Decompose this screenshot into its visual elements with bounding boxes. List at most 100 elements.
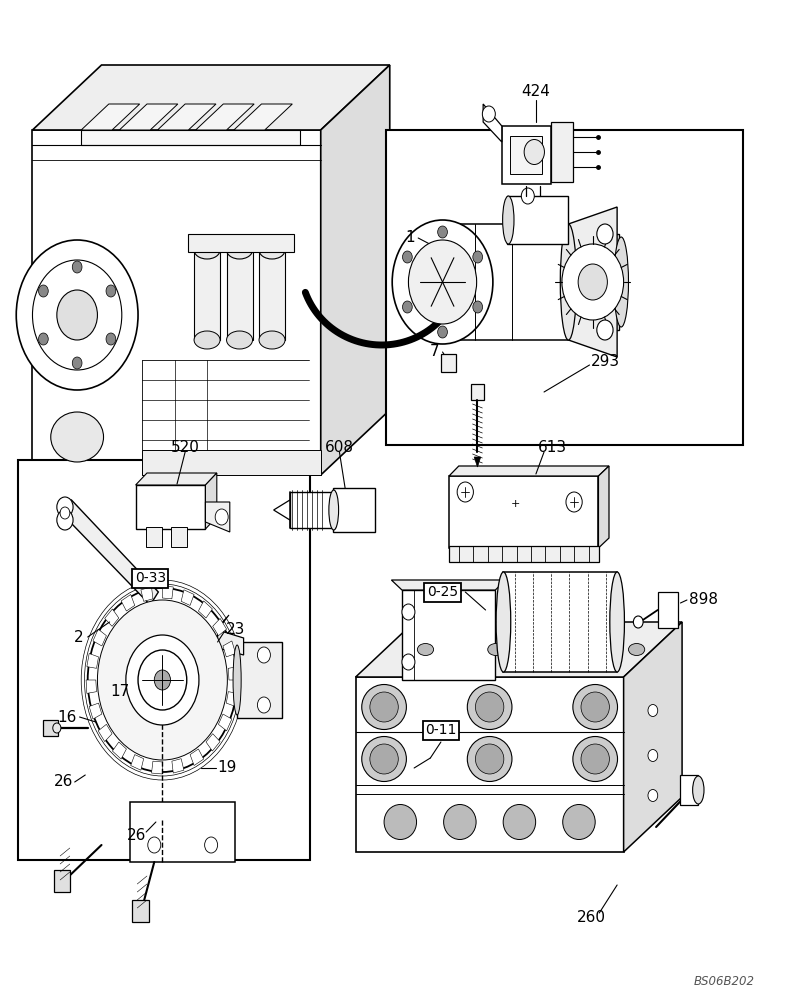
Ellipse shape <box>609 572 624 672</box>
Ellipse shape <box>560 224 576 340</box>
Bar <box>170 527 187 547</box>
Polygon shape <box>205 502 230 532</box>
Polygon shape <box>198 601 212 618</box>
Polygon shape <box>223 641 235 657</box>
Text: 17: 17 <box>110 684 130 700</box>
Polygon shape <box>568 207 616 357</box>
Polygon shape <box>112 742 127 759</box>
Bar <box>146 527 162 547</box>
Polygon shape <box>355 622 681 677</box>
Circle shape <box>106 333 116 345</box>
Text: 23: 23 <box>225 622 245 638</box>
Circle shape <box>457 482 473 502</box>
Ellipse shape <box>613 237 628 327</box>
Circle shape <box>72 261 82 273</box>
Bar <box>509 136 542 174</box>
Circle shape <box>204 837 217 853</box>
Bar <box>507 196 568 244</box>
Ellipse shape <box>466 685 511 730</box>
Circle shape <box>647 704 657 716</box>
Circle shape <box>97 600 227 760</box>
Bar <box>503 572 616 672</box>
Polygon shape <box>86 680 97 693</box>
Ellipse shape <box>443 804 475 840</box>
Bar <box>568 234 618 330</box>
Ellipse shape <box>233 645 241 715</box>
Circle shape <box>402 301 412 313</box>
Circle shape <box>437 226 447 238</box>
Text: 898: 898 <box>688 592 717 607</box>
Ellipse shape <box>259 241 285 259</box>
Text: 1: 1 <box>405 231 414 245</box>
Ellipse shape <box>259 331 285 349</box>
Ellipse shape <box>361 685 406 730</box>
Polygon shape <box>206 734 220 751</box>
Polygon shape <box>215 615 229 630</box>
Bar <box>448 546 599 562</box>
Polygon shape <box>157 104 216 130</box>
Polygon shape <box>226 692 238 706</box>
Polygon shape <box>92 629 106 646</box>
Polygon shape <box>181 590 194 605</box>
Ellipse shape <box>572 685 616 730</box>
Text: 424: 424 <box>521 85 550 100</box>
Circle shape <box>57 290 97 340</box>
Ellipse shape <box>466 736 511 782</box>
Circle shape <box>472 301 482 313</box>
Circle shape <box>154 670 170 690</box>
Text: 613: 613 <box>537 440 566 454</box>
Polygon shape <box>623 622 681 852</box>
Bar <box>130 802 235 862</box>
Ellipse shape <box>502 196 513 244</box>
Polygon shape <box>81 104 139 130</box>
Ellipse shape <box>361 736 406 782</box>
Polygon shape <box>58 500 158 605</box>
Circle shape <box>138 650 187 710</box>
Bar <box>290 492 334 528</box>
Ellipse shape <box>496 572 510 672</box>
Circle shape <box>577 264 607 300</box>
Bar <box>142 450 320 475</box>
Ellipse shape <box>369 744 397 774</box>
Polygon shape <box>234 104 292 130</box>
Polygon shape <box>195 104 254 130</box>
Text: 26: 26 <box>127 828 146 842</box>
Polygon shape <box>135 485 205 529</box>
Bar <box>18 460 310 860</box>
Ellipse shape <box>369 692 397 722</box>
Circle shape <box>257 647 270 663</box>
Text: 0-25: 0-25 <box>427 585 457 599</box>
Bar <box>501 126 550 184</box>
Circle shape <box>139 652 185 708</box>
Ellipse shape <box>328 490 338 530</box>
Polygon shape <box>598 466 608 548</box>
Circle shape <box>88 588 237 772</box>
Ellipse shape <box>194 331 220 349</box>
Bar <box>440 354 455 372</box>
Polygon shape <box>32 65 389 130</box>
Bar <box>43 720 58 736</box>
Circle shape <box>106 285 116 297</box>
Circle shape <box>57 510 73 530</box>
Ellipse shape <box>572 736 616 782</box>
Ellipse shape <box>580 744 608 774</box>
Ellipse shape <box>503 804 535 840</box>
Circle shape <box>32 260 122 370</box>
Text: 608: 608 <box>324 440 354 454</box>
Ellipse shape <box>580 692 608 722</box>
Polygon shape <box>135 473 217 485</box>
Circle shape <box>60 507 70 519</box>
Circle shape <box>72 357 82 369</box>
Circle shape <box>482 106 495 122</box>
Text: 2: 2 <box>74 630 84 645</box>
Polygon shape <box>483 104 501 142</box>
Bar <box>259 250 285 340</box>
Circle shape <box>392 220 492 344</box>
Circle shape <box>647 790 657 802</box>
Polygon shape <box>205 473 217 529</box>
Circle shape <box>437 326 447 338</box>
Bar <box>333 488 375 532</box>
Polygon shape <box>212 618 226 636</box>
Ellipse shape <box>628 644 644 656</box>
Text: 0-33: 0-33 <box>135 571 165 585</box>
